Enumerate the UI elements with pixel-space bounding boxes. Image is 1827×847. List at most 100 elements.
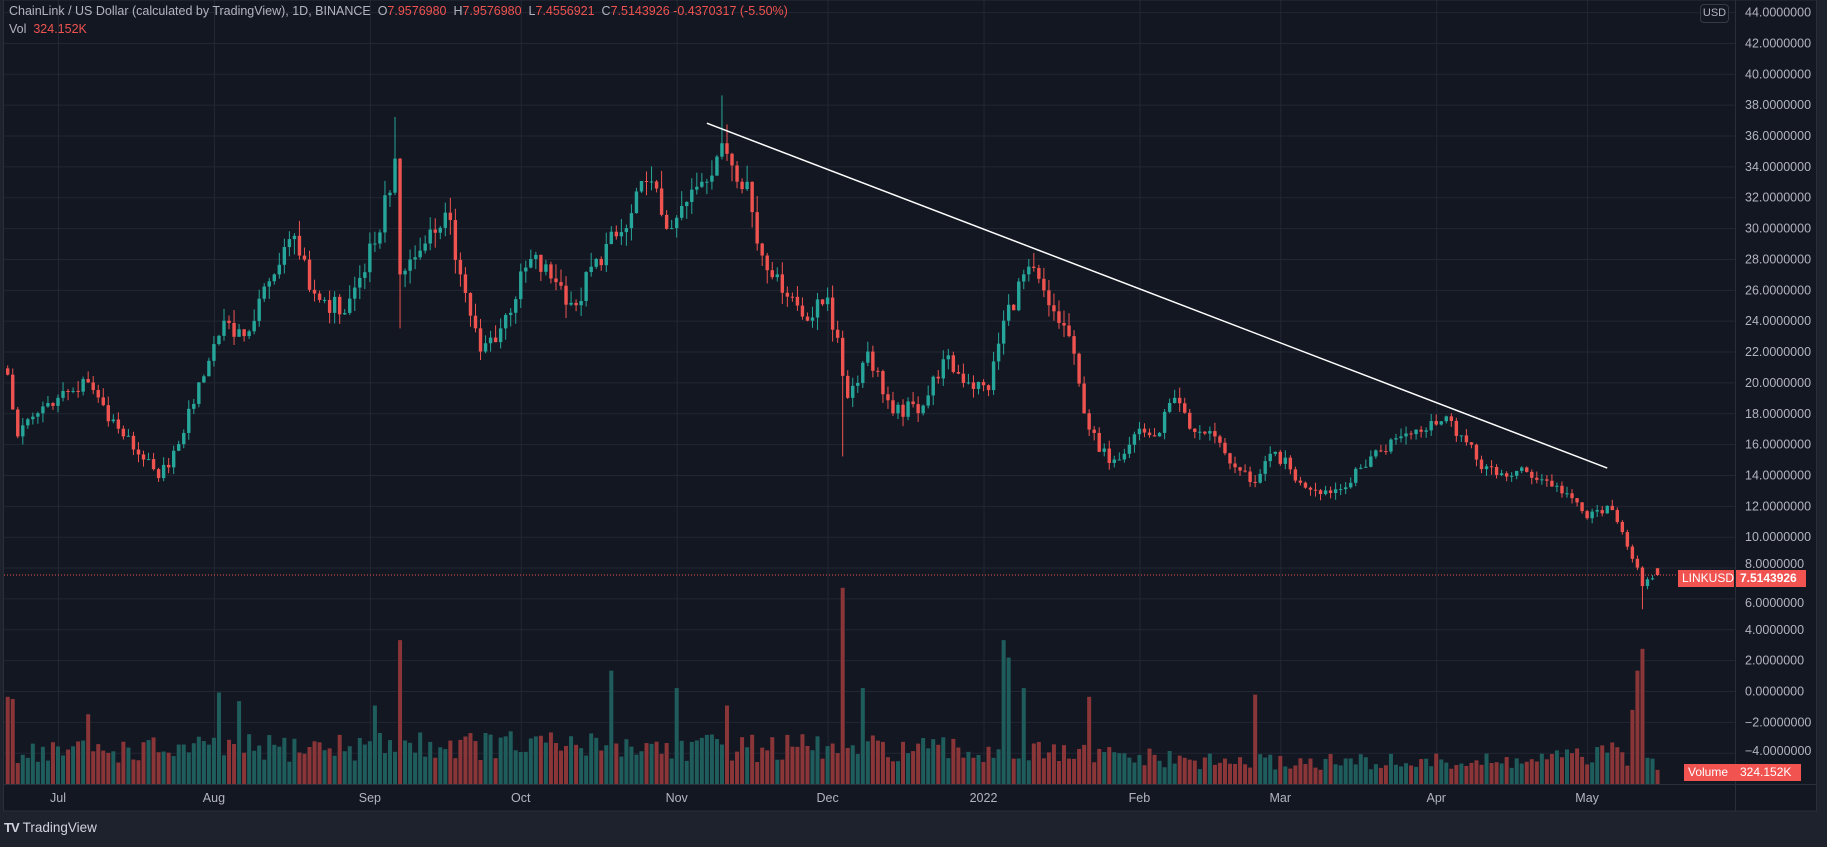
- candle-body: [1273, 451, 1277, 454]
- candle-body: [232, 322, 236, 337]
- price-tick-label: 18.0000000: [1745, 407, 1811, 421]
- candle-body: [473, 315, 478, 329]
- candle-body: [6, 368, 10, 375]
- volume-bar: [845, 747, 850, 784]
- volume-bar: [312, 741, 317, 784]
- candle-body: [1027, 266, 1031, 275]
- candle-body: [217, 335, 221, 345]
- candle-body: [287, 239, 292, 248]
- candle-body: [56, 397, 60, 406]
- volume-bar: [1278, 756, 1283, 784]
- volume-bar: [1288, 768, 1293, 784]
- volume-bar: [1489, 762, 1494, 784]
- volume-bar: [1464, 765, 1469, 784]
- candle-body: [1409, 433, 1413, 435]
- candle-body: [755, 212, 759, 244]
- volume-bar: [996, 749, 1001, 784]
- volume-bar: [473, 741, 478, 784]
- volume-bar: [1172, 763, 1177, 784]
- volume-bar: [1363, 757, 1368, 784]
- volume-bar: [493, 758, 498, 784]
- tradingview-logo-icon[interactable]: TV: [4, 820, 20, 835]
- candle-body: [61, 390, 65, 398]
- candle-body: [1188, 412, 1192, 429]
- candle-body: [1414, 429, 1418, 435]
- volume-bar: [237, 701, 242, 784]
- candle-body: [453, 220, 458, 260]
- volume-bar: [639, 751, 644, 784]
- candle-body: [171, 450, 176, 468]
- volume-bar: [674, 688, 679, 784]
- symbol-title[interactable]: ChainLink / US Dollar (calculated by Tra…: [9, 4, 371, 18]
- candle-body: [1509, 475, 1514, 477]
- volume-bar: [45, 760, 50, 784]
- candle-body: [680, 205, 684, 218]
- candle-body: [1198, 431, 1202, 433]
- price-tick-label: −4.0000000: [1745, 744, 1811, 758]
- volume-bar: [1202, 757, 1207, 784]
- candle-body: [1172, 397, 1177, 403]
- candle-body: [41, 406, 45, 414]
- volume-bar: [277, 746, 282, 784]
- volume-bar: [1062, 745, 1066, 784]
- volume-bar: [579, 748, 584, 784]
- volume-bar: [101, 750, 106, 784]
- volume-bar: [1283, 766, 1288, 784]
- volume-bar: [956, 747, 961, 784]
- volume-bar: [1565, 749, 1569, 784]
- volume-bar: [951, 738, 956, 784]
- volume-bar: [1177, 755, 1182, 784]
- volume-bar: [1449, 768, 1454, 784]
- candle-body: [941, 359, 945, 379]
- volume-bar: [191, 743, 196, 784]
- candle-body: [825, 297, 830, 305]
- candle-body: [126, 435, 131, 437]
- candle-body: [141, 454, 146, 460]
- candle-body: [861, 362, 865, 383]
- candle-body: [1419, 429, 1423, 432]
- candle-body: [478, 328, 483, 352]
- candle-body: [1238, 467, 1242, 471]
- candle-body: [51, 403, 55, 406]
- candle-body: [36, 413, 40, 417]
- volume-bar: [1167, 750, 1172, 784]
- volume-bar: [704, 734, 709, 784]
- volume-bar: [1499, 763, 1504, 784]
- candle-body: [966, 382, 971, 384]
- volume-bar: [619, 756, 624, 784]
- candle-body: [1203, 431, 1207, 434]
- brand-name[interactable]: TradingView: [22, 820, 97, 835]
- candle-body: [785, 292, 790, 297]
- volume-bar: [1429, 766, 1434, 784]
- volume-bar: [1067, 758, 1072, 784]
- vol-value: 324.152K: [33, 22, 87, 36]
- volume-bar: [1001, 640, 1006, 784]
- volume-bar: [66, 749, 71, 784]
- currency-badge[interactable]: USD: [1700, 4, 1729, 23]
- candle-body: [1067, 325, 1071, 337]
- candle-body: [1333, 489, 1338, 494]
- volume-bar: [1373, 764, 1378, 784]
- volume-bar: [131, 759, 136, 784]
- candle-body: [669, 228, 674, 230]
- volume-bar: [679, 740, 684, 784]
- volume-bar: [1011, 758, 1016, 784]
- candles: [6, 95, 1660, 610]
- vol-label[interactable]: Vol: [9, 22, 27, 36]
- candle-body: [986, 385, 991, 391]
- volume-bar: [624, 739, 629, 784]
- price-tick-label: 22.0000000: [1745, 345, 1811, 359]
- candle-body: [685, 201, 689, 206]
- volume-bar: [850, 745, 855, 784]
- volume-bar: [760, 747, 765, 784]
- volume-bar: [478, 760, 483, 784]
- time-tick-label: Nov: [666, 791, 689, 805]
- candle-body: [503, 314, 508, 329]
- volume-bar: [20, 754, 25, 784]
- volume-bar: [1192, 760, 1197, 784]
- candle-body: [332, 296, 337, 313]
- volume-bar: [292, 738, 297, 784]
- candle-body: [1499, 473, 1504, 475]
- volume-bar: [1645, 757, 1650, 784]
